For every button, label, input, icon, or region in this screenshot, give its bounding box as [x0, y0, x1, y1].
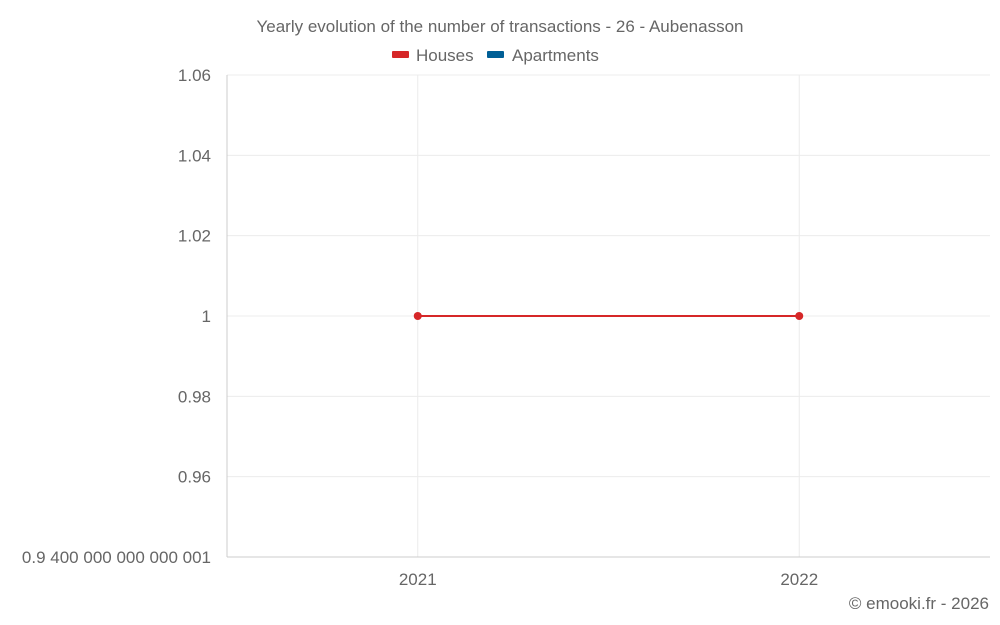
x-tick-label: 2021 [399, 570, 437, 589]
legend: Houses Apartments [392, 46, 599, 65]
legend-item-houses[interactable]: Houses [392, 46, 474, 65]
legend-label-apartments: Apartments [512, 46, 599, 65]
y-tick-label: 0.98 [178, 387, 211, 406]
x-tick-label: 2022 [780, 570, 818, 589]
credit: © emooki.fr - 2026 [849, 594, 989, 613]
legend-label-houses: Houses [416, 46, 474, 65]
data-point-houses-2021 [413, 312, 422, 320]
y-tick-label: 1 [202, 307, 211, 326]
y-tick-label: 0.96 [178, 468, 211, 487]
chart-title: Yearly evolution of the number of transa… [256, 17, 743, 36]
legend-swatch-apartments [487, 51, 504, 58]
y-tick-label: 1.02 [178, 227, 211, 246]
plot-area: 0.9 400 000 000 000 001 0.96 0.98 1 1.02 1.04… [22, 66, 990, 589]
data-point-houses-2022 [795, 312, 804, 320]
y-tick-label: 1.04 [178, 146, 211, 165]
y-tick-label: 0.9 400 000 000 000 001 [22, 548, 211, 567]
legend-swatch-houses [392, 51, 409, 58]
y-tick-label: 1.06 [178, 66, 211, 85]
legend-item-apartments[interactable]: Apartments [487, 46, 599, 65]
